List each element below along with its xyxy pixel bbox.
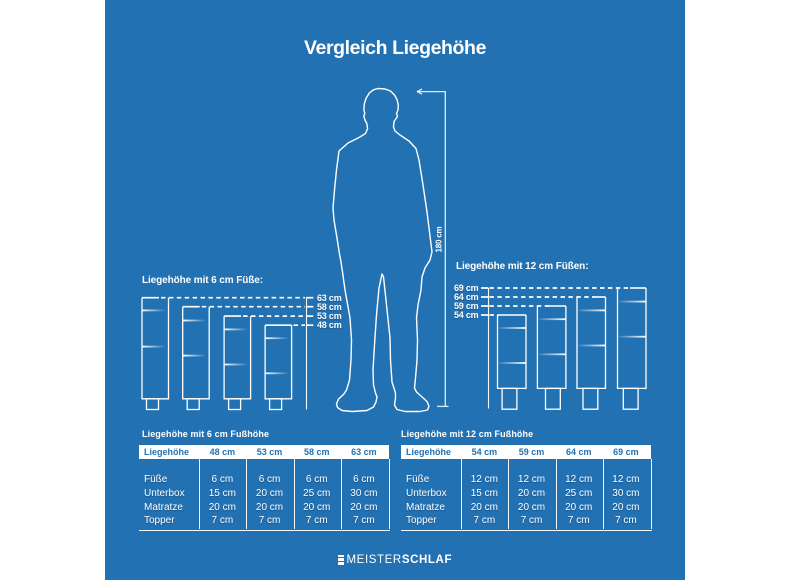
svg-text:180 cm: 180 cm [435, 226, 444, 252]
